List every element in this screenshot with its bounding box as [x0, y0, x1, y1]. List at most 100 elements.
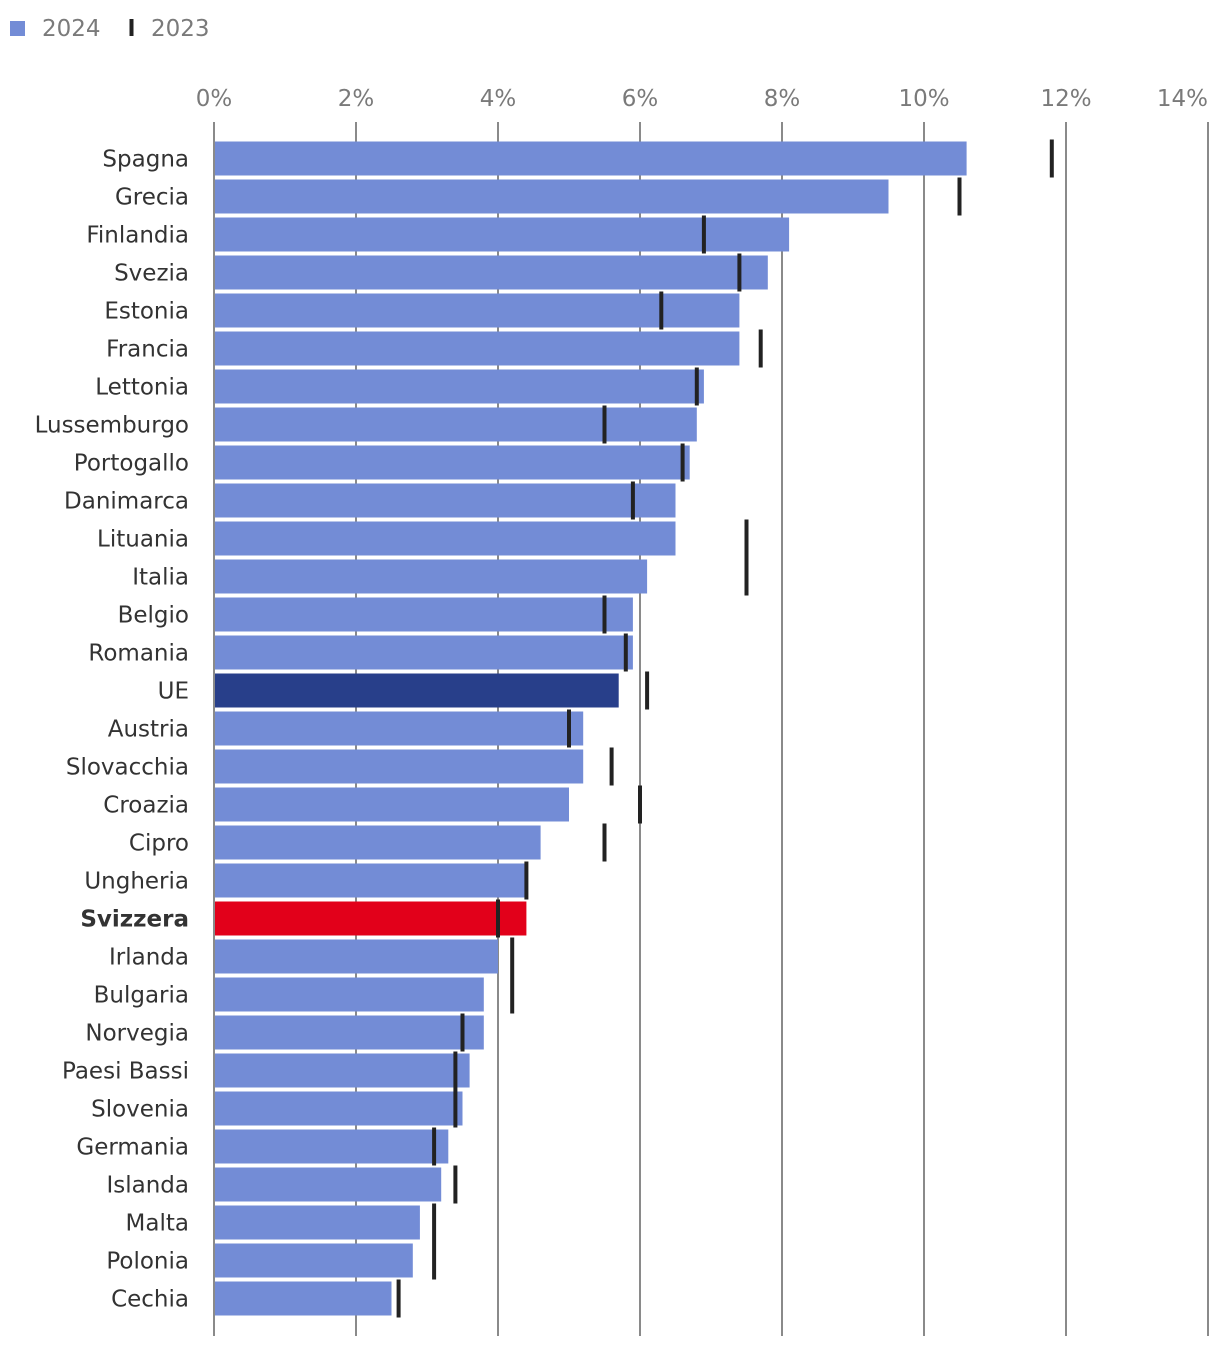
marker-2023-germania — [432, 1127, 437, 1166]
marker-2023-svizzera — [496, 899, 500, 938]
category-label: Paesi Bassi — [62, 1059, 189, 1085]
category-label: Danimarca — [64, 489, 189, 515]
bar-germania — [215, 1129, 449, 1164]
marker-2023-cipro — [602, 823, 607, 862]
x-tick-label: 14% — [1157, 86, 1208, 112]
x-tick-label: 10% — [898, 86, 949, 112]
category-label: Islanda — [106, 1173, 189, 1199]
marker-2023-malta — [432, 1203, 437, 1242]
bar-estonia — [215, 293, 740, 328]
marker-2023-norvegia — [460, 1013, 465, 1052]
x-tick-label: 2% — [338, 86, 375, 112]
bar-lussemburgo — [215, 407, 697, 442]
x-tick-label: 0% — [196, 86, 233, 112]
bar-irlanda — [215, 939, 498, 974]
category-label: Spagna — [102, 147, 189, 173]
category-label: Polonia — [106, 1249, 189, 1275]
category-label: Cipro — [129, 831, 189, 857]
category-label: Grecia — [115, 185, 189, 211]
markers-2023 — [396, 139, 1054, 1318]
bar-islanda — [215, 1167, 442, 1202]
marker-2023-ungheria — [524, 861, 529, 900]
marker-2023-danimarca — [630, 481, 635, 520]
category-label: Finlandia — [86, 223, 189, 249]
bar-finlandia — [215, 217, 790, 252]
x-axis-ticks: 0% 2% 4% 6% 8% 10% 12% 14% — [196, 86, 1208, 112]
legend-2024-label: 2024 — [42, 16, 101, 42]
category-label: Germania — [76, 1135, 189, 1161]
marker-2023-lituania — [744, 519, 749, 558]
bar-grecia — [215, 179, 889, 214]
bar-cechia — [215, 1281, 392, 1316]
x-tick-label: 4% — [480, 86, 517, 112]
category-label: UE — [158, 679, 189, 705]
bar-belgio — [215, 597, 633, 632]
y-axis-labels: Spagna Grecia Finlandia Svezia Estonia Franci… — [35, 147, 189, 1313]
bar-slovacchia — [215, 749, 584, 784]
marker-2023-francia — [758, 329, 763, 368]
legend-2023-label: 2023 — [151, 16, 210, 42]
bars-2024 — [215, 141, 967, 1316]
marker-2023-paesi-bassi — [453, 1051, 458, 1090]
legend-2024-swatch — [10, 21, 25, 36]
marker-2023-lussemburgo — [602, 405, 607, 444]
category-label: Slovacchia — [66, 755, 189, 781]
marker-2023-slovacchia — [609, 747, 614, 786]
marker-2023-polonia — [432, 1241, 437, 1280]
bar-danimarca — [215, 483, 676, 518]
marker-2023-belgio — [602, 595, 607, 634]
category-label: Croazia — [103, 793, 189, 819]
marker-2023-slovenia — [453, 1089, 458, 1128]
category-label: Ungheria — [84, 869, 189, 895]
bar-slovenia — [215, 1091, 463, 1126]
category-label: Bulgaria — [94, 983, 189, 1009]
marker-2023-estonia — [659, 291, 664, 330]
bar-ue — [215, 673, 619, 708]
category-label: Lussemburgo — [35, 413, 189, 439]
bar-malta — [215, 1205, 420, 1240]
bar-bulgaria — [215, 977, 484, 1012]
bar-ungheria — [215, 863, 527, 898]
category-label: Francia — [106, 337, 189, 363]
bar-paesi-bassi — [215, 1053, 470, 1088]
marker-2023-romania — [623, 633, 628, 672]
marker-2023-bulgaria — [510, 975, 515, 1014]
bar-francia — [215, 331, 740, 366]
legend-2023-marker — [129, 19, 134, 36]
bar-croazia — [215, 787, 569, 822]
category-label: Lettonia — [95, 375, 189, 401]
category-label: Belgio — [118, 603, 189, 629]
marker-2023-ue — [645, 671, 650, 710]
bar-norvegia — [215, 1015, 484, 1050]
bar-italia — [215, 559, 648, 594]
marker-2023-cechia — [396, 1279, 401, 1318]
category-label: Slovenia — [91, 1097, 189, 1123]
bar-lettonia — [215, 369, 704, 404]
category-label: Svezia — [114, 261, 189, 287]
marker-2023-croazia — [638, 785, 642, 824]
marker-2023-islanda — [453, 1165, 458, 1204]
category-label: Italia — [132, 565, 189, 591]
bar-portogallo — [215, 445, 690, 480]
category-label: Svizzera — [80, 907, 189, 933]
bar-spagna — [215, 141, 967, 176]
bar-svizzera — [215, 901, 527, 936]
x-tick-label: 8% — [764, 86, 801, 112]
bar-svezia — [215, 255, 768, 290]
bar-austria — [215, 711, 584, 746]
x-tick-label: 6% — [622, 86, 659, 112]
x-tick-label: 12% — [1040, 86, 1091, 112]
marker-2023-portogallo — [680, 443, 685, 482]
category-label: Romania — [88, 641, 189, 667]
category-label: Cechia — [111, 1287, 189, 1313]
category-label: Lituania — [97, 527, 189, 553]
marker-2023-irlanda — [510, 937, 515, 976]
marker-2023-svezia — [737, 253, 742, 292]
bar-polonia — [215, 1243, 413, 1278]
legend: 2024 2023 — [10, 16, 210, 42]
marker-2023-grecia — [957, 177, 962, 216]
marker-2023-italia — [744, 557, 749, 596]
bar-romania — [215, 635, 633, 670]
